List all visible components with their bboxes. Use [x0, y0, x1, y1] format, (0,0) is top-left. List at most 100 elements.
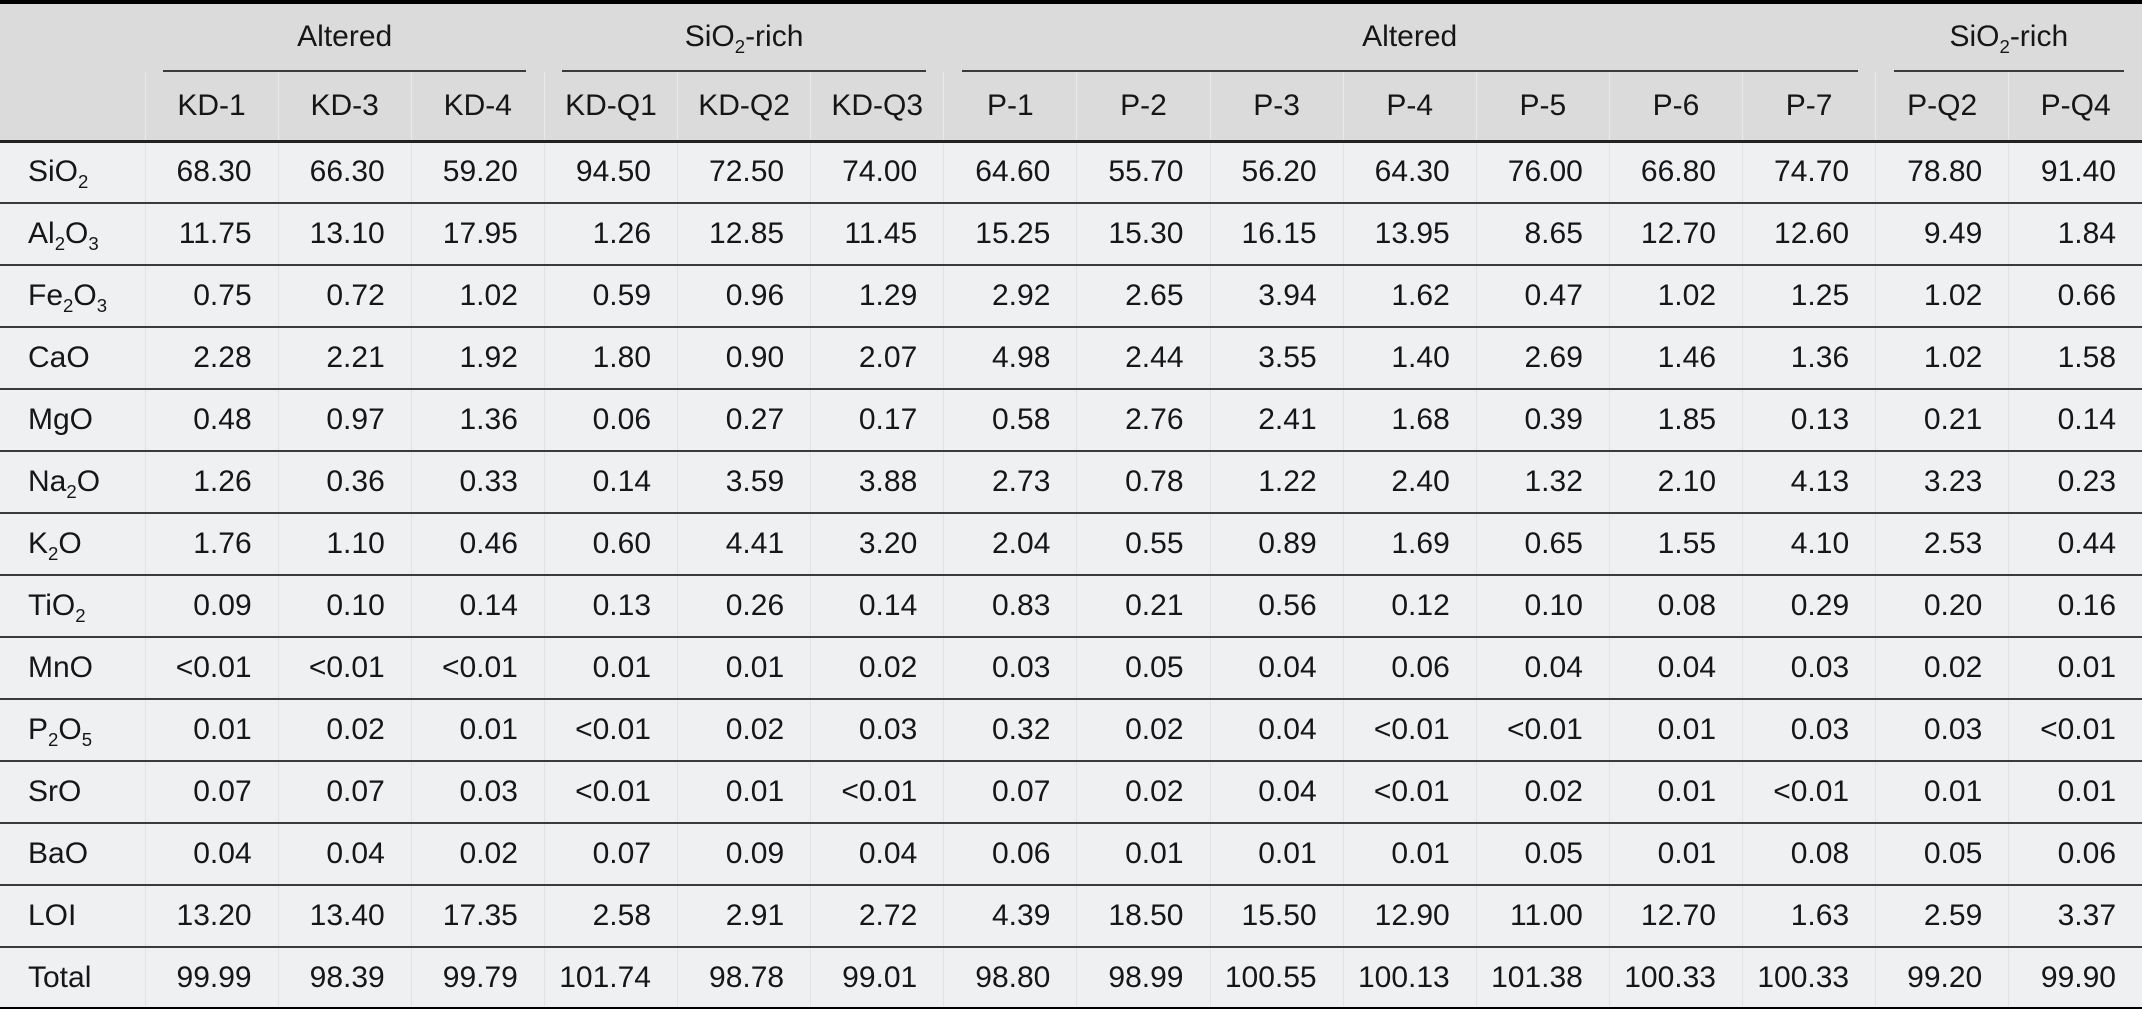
cell: 0.36 — [277, 451, 412, 513]
cell: 1.26 — [543, 203, 678, 265]
cell: 0.07 — [277, 761, 412, 823]
cell: 0.06 — [543, 389, 678, 451]
cell: 0.02 — [810, 637, 944, 699]
cell: 1.46 — [1608, 327, 1743, 389]
cell: 0.89 — [1209, 513, 1344, 575]
cell: 1.02 — [410, 265, 545, 327]
cell: 0.04 — [1209, 699, 1344, 761]
cell: <0.01 — [277, 637, 412, 699]
cell: 15.50 — [1209, 885, 1344, 947]
cell: 0.97 — [277, 389, 412, 451]
cell: 0.01 — [1608, 823, 1743, 885]
cell: 13.95 — [1342, 203, 1477, 265]
cell: 55.70 — [1076, 141, 1210, 203]
cell: 0.21 — [1875, 389, 2009, 451]
column-header: P-6 — [1608, 72, 1743, 141]
cell: 1.25 — [1741, 265, 1876, 327]
cell: 0.09 — [676, 823, 811, 885]
cell: 94.50 — [543, 141, 678, 203]
cell: 3.20 — [810, 513, 944, 575]
row-label: CaO — [28, 341, 90, 374]
cell: 98.80 — [943, 947, 1077, 1009]
cell: 56.20 — [1209, 141, 1344, 203]
cell: 0.02 — [1875, 637, 2009, 699]
cell: <0.01 — [1342, 761, 1477, 823]
cell: 2.10 — [1608, 451, 1743, 513]
cell: <0.01 — [410, 637, 545, 699]
cell: 1.55 — [1608, 513, 1743, 575]
table-row: P2O5 0.01 0.02 0.01 <0.01 0.02 0.03 0.32 0.02 0.0… — [0, 699, 2142, 761]
group-header-label: SiO2-rich — [1893, 10, 2124, 72]
cell: 66.80 — [1608, 141, 1743, 203]
row-label: K2O — [28, 527, 82, 564]
cell: 0.10 — [277, 575, 412, 637]
cell: 1.32 — [1475, 451, 1610, 513]
column-header: KD-3 — [277, 72, 412, 141]
cell: 100.13 — [1342, 947, 1477, 1009]
cell: 12.90 — [1342, 885, 1477, 947]
cell: 11.45 — [810, 203, 944, 265]
cell: 98.99 — [1076, 947, 1210, 1009]
cell: 0.02 — [1475, 761, 1610, 823]
cell: <0.01 — [1475, 699, 1610, 761]
cell: 11.75 — [144, 203, 279, 265]
cell: 2.76 — [1076, 389, 1210, 451]
cell: 0.07 — [543, 823, 678, 885]
cell: 91.40 — [2008, 141, 2142, 203]
cell: 1.36 — [1741, 327, 1876, 389]
cell: 0.07 — [144, 761, 279, 823]
cell: 0.03 — [943, 637, 1077, 699]
cell: 99.20 — [1875, 947, 2009, 1009]
cell: 68.30 — [144, 141, 279, 203]
row-label: Al2O3 — [28, 217, 99, 254]
cell: 0.14 — [2008, 389, 2142, 451]
cell: 0.48 — [144, 389, 279, 451]
cell: 12.85 — [676, 203, 811, 265]
cell: 0.04 — [144, 823, 279, 885]
row-label: Fe2O3 — [28, 279, 108, 316]
cell: 0.06 — [2008, 823, 2142, 885]
cell: 0.14 — [543, 451, 678, 513]
cell: 0.39 — [1475, 389, 1610, 451]
cell: 64.60 — [943, 141, 1077, 203]
cell: <0.01 — [810, 761, 944, 823]
table-row: K2O 1.76 1.10 0.46 0.60 4.41 3.20 2.04 0.55 0.89 1… — [0, 513, 2142, 575]
cell: <0.01 — [543, 761, 678, 823]
cell: 0.83 — [943, 575, 1077, 637]
cell: 0.08 — [1608, 575, 1743, 637]
table-row: Na2O 1.26 0.36 0.33 0.14 3.59 3.88 2.73 0.78 1.22… — [0, 451, 2142, 513]
cell: 0.75 — [144, 265, 279, 327]
cell: 0.26 — [676, 575, 811, 637]
cell: 1.76 — [144, 513, 279, 575]
cell: 0.04 — [1475, 637, 1610, 699]
cell: 1.02 — [1608, 265, 1743, 327]
cell: 0.20 — [1875, 575, 2009, 637]
cell: 0.03 — [410, 761, 545, 823]
cell: 2.72 — [810, 885, 944, 947]
cell: 13.10 — [277, 203, 412, 265]
cell: 0.01 — [1209, 823, 1344, 885]
cell: 0.01 — [2008, 761, 2142, 823]
cell: 0.01 — [1076, 823, 1210, 885]
cell: 74.00 — [810, 141, 944, 203]
row-label: SiO2 — [28, 155, 89, 193]
cell: 11.00 — [1475, 885, 1610, 947]
table-row: MnO <0.01 <0.01 <0.01 0.01 0.01 0.02 0.03 0.05 0.… — [0, 637, 2142, 699]
row-label: BaO — [28, 837, 89, 870]
cell: 0.02 — [410, 823, 545, 885]
cell: 74.70 — [1741, 141, 1876, 203]
table-row: Total 99.99 98.39 99.79 101.74 98.78 99.01 98.8… — [0, 947, 2142, 1009]
cell: 0.01 — [1608, 699, 1743, 761]
cell: 0.01 — [1342, 823, 1477, 885]
cell: 0.04 — [1608, 637, 1743, 699]
cell: 2.07 — [810, 327, 944, 389]
cell: 1.84 — [2008, 203, 2142, 265]
cell: 0.59 — [543, 265, 678, 327]
cell: 17.35 — [410, 885, 545, 947]
cell: 1.29 — [810, 265, 944, 327]
cell: 0.04 — [1209, 637, 1344, 699]
cell: 0.55 — [1076, 513, 1210, 575]
cell: 0.56 — [1209, 575, 1344, 637]
cell: <0.01 — [1342, 699, 1477, 761]
cell: 1.68 — [1342, 389, 1477, 451]
